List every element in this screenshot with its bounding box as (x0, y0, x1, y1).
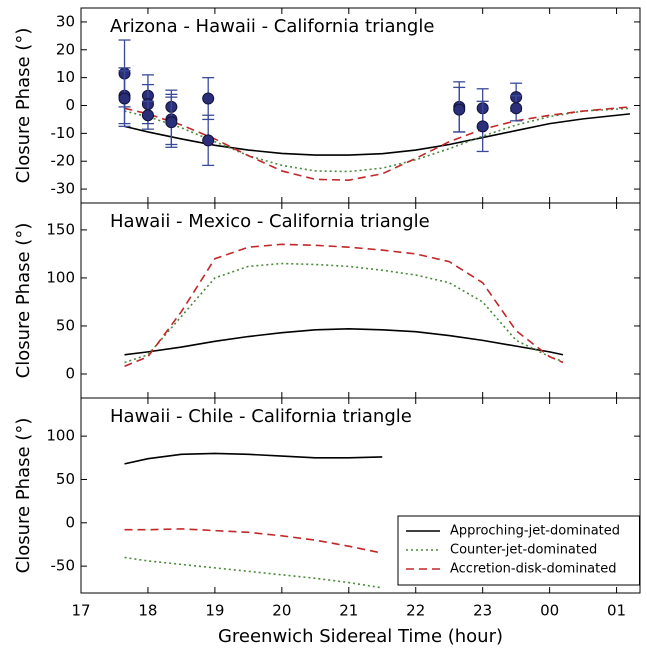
x-axis-label: Greenwich Sidereal Time (hour) (218, 626, 503, 647)
plot-frame (80, 202, 641, 399)
y-tick-label: 50 (56, 316, 75, 334)
data-point (202, 134, 215, 147)
legend-label: Accretion-disk-dominated (450, 562, 617, 577)
series-line (124, 243, 564, 368)
y-tick-label: -50 (51, 557, 76, 575)
y-tick-label: 10 (56, 68, 75, 86)
y-tick-label: 150 (46, 220, 75, 238)
x-tick-label: 17 (71, 602, 90, 620)
data-point (453, 103, 466, 116)
y-tick-label: -10 (51, 124, 76, 142)
plot-frame (80, 7, 641, 204)
legend-label: Approching-jet-dominated (450, 524, 620, 539)
x-tick-label: 21 (339, 602, 358, 620)
x-tick-label: 00 (540, 602, 559, 620)
data-point (510, 102, 523, 115)
y-tick-label: -20 (51, 152, 76, 170)
x-tick-label: 01 (607, 602, 626, 620)
y-axis-label: Closure Phase (°) (13, 418, 34, 574)
panel-title: Hawaii - Mexico - California triangle (110, 211, 430, 232)
series-line (124, 106, 631, 181)
y-tick-label: 50 (56, 470, 75, 488)
y-tick-label: 100 (46, 268, 75, 286)
plot-frame (80, 397, 641, 594)
y-tick-label: 100 (46, 427, 75, 445)
series-line (124, 262, 564, 364)
data-point (476, 120, 489, 133)
y-tick-label: 0 (65, 96, 75, 114)
data-point (202, 92, 215, 105)
panel-title: Hawaii - Chile - California triangle (110, 406, 412, 427)
y-tick-label: 30 (56, 12, 75, 30)
y-tick-label: 20 (56, 40, 75, 58)
series-line (124, 452, 383, 465)
series-line (124, 556, 383, 589)
y-tick-label: -30 (51, 180, 76, 198)
series-line (124, 328, 564, 356)
series-line (124, 107, 631, 173)
legend-label: Counter-jet-dominated (450, 543, 597, 558)
series-line (124, 528, 383, 554)
x-tick-label: 20 (272, 602, 291, 620)
data-point (118, 92, 131, 105)
y-tick-label: 0 (65, 364, 75, 382)
y-tick-label: 0 (65, 513, 75, 531)
data-point (141, 109, 154, 122)
x-tick-label: 19 (205, 602, 224, 620)
y-axis-label: Closure Phase (°) (13, 28, 34, 184)
y-axis-label: Closure Phase (°) (13, 223, 34, 379)
legend-box (397, 515, 640, 586)
panel-title: Arizona - Hawaii - California triangle (110, 16, 434, 37)
x-tick-label: 18 (138, 602, 157, 620)
x-tick-label: 23 (473, 602, 492, 620)
x-tick-label: 22 (406, 602, 425, 620)
data-point (165, 116, 178, 129)
series-line (124, 113, 631, 156)
